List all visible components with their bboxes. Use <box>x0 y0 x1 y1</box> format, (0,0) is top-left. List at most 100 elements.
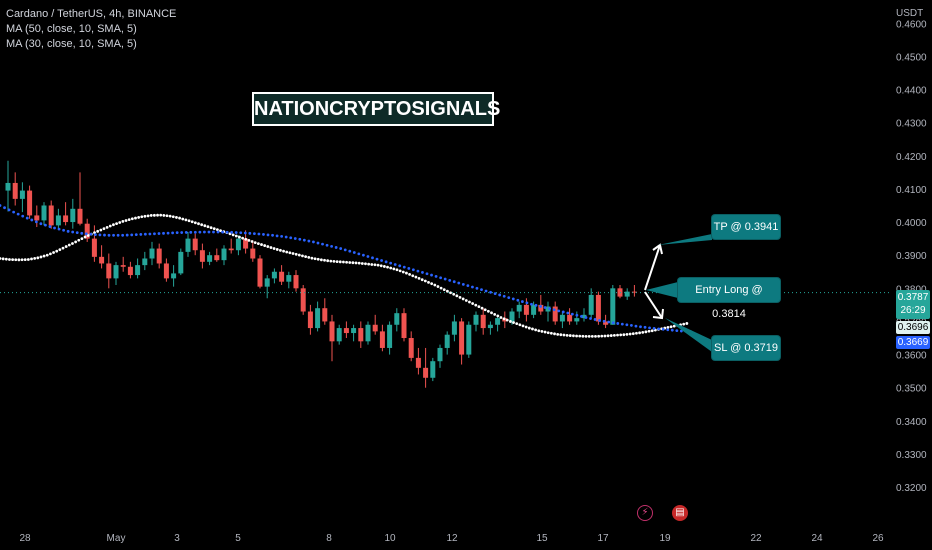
ma-point <box>156 213 159 217</box>
ma-point <box>334 246 338 249</box>
ma-point <box>512 321 515 324</box>
ma-point <box>548 307 552 311</box>
candle-body <box>77 208 83 224</box>
candle-body <box>358 328 364 342</box>
ma-point <box>357 252 361 256</box>
ma-point <box>685 322 689 325</box>
ma-point <box>247 238 251 242</box>
ma-point <box>266 233 270 237</box>
ma-point <box>288 251 292 255</box>
ma-point <box>679 329 683 333</box>
ma-point <box>221 230 224 234</box>
ma-point <box>398 264 402 268</box>
x-tick-label: 28 <box>19 533 31 544</box>
ma-point <box>282 249 285 253</box>
sl-callout-pointer <box>665 318 712 352</box>
entry-callout[interactable]: Entry Long @ 0.3814 <box>678 278 780 320</box>
ma-point <box>8 258 11 261</box>
ma-point <box>393 263 397 266</box>
ma-point <box>272 247 276 250</box>
ma-point <box>216 230 220 234</box>
ma-point <box>52 251 55 254</box>
ma-white-price-tag: 0.3696 <box>896 321 930 334</box>
ma-point <box>570 312 574 316</box>
ma-point <box>375 257 379 261</box>
ma-point <box>234 234 238 238</box>
ma-point <box>342 260 345 264</box>
candle-body <box>171 273 177 279</box>
ma-point <box>430 273 433 277</box>
ma30-legend[interactable]: MA (30, close, 10, SMA, 5) <box>6 38 137 50</box>
x-tick-label: 12 <box>446 533 458 544</box>
us-flag-icon[interactable]: ▤ <box>672 505 688 521</box>
ma-point <box>616 333 619 337</box>
ma-point <box>17 258 21 262</box>
ma-point <box>584 334 588 338</box>
ma50-legend[interactable]: MA (50, close, 10, SMA, 5) <box>6 23 137 35</box>
y-tick-label: 0.3900 <box>896 251 927 262</box>
ma-point <box>493 312 497 316</box>
ma-point <box>620 322 624 326</box>
ma-point <box>348 261 352 264</box>
tp-callout[interactable]: TP @ 0.3941 <box>712 215 780 239</box>
ma-point <box>643 325 647 329</box>
ma-point <box>121 233 125 237</box>
candle-body <box>250 248 256 259</box>
ma-point <box>670 328 674 332</box>
ma-point <box>207 230 211 234</box>
candle-body <box>509 311 515 322</box>
ma-point <box>402 265 406 269</box>
ma-point <box>212 230 215 234</box>
ma-point <box>325 243 329 247</box>
lightning-icon[interactable]: ⚡ <box>637 505 653 521</box>
ma-point <box>112 223 115 227</box>
candle-body <box>55 215 61 226</box>
ma-point <box>480 306 484 310</box>
ma-point <box>379 264 383 268</box>
ma-point <box>549 331 553 335</box>
ma-point <box>248 231 252 235</box>
ma-point <box>370 263 374 266</box>
ma-point <box>289 236 293 240</box>
candle-body <box>106 263 112 279</box>
ma-point <box>96 229 100 233</box>
ma-point <box>666 326 670 329</box>
candle-body <box>300 288 306 312</box>
sl-callout[interactable]: SL @ 0.3719 <box>712 336 780 360</box>
ma-point <box>307 255 311 259</box>
x-tick-label: 17 <box>597 533 609 544</box>
ma-point <box>669 325 673 329</box>
ma-point <box>166 231 170 235</box>
candle-body <box>91 238 97 257</box>
y-tick-label: 0.4000 <box>896 218 927 229</box>
candle-body <box>336 328 342 342</box>
ma-point <box>49 252 52 256</box>
candle-body <box>516 304 522 312</box>
ma-point <box>180 231 184 234</box>
ma-point <box>200 223 204 227</box>
candle-body <box>307 311 313 329</box>
candle-body <box>531 304 537 315</box>
ma-point <box>546 331 550 335</box>
symbol-title[interactable]: Cardano / TetherUS, 4h, BINANCE <box>6 8 177 20</box>
sl-arrow <box>644 291 663 319</box>
candle-body <box>84 223 90 239</box>
candle-body <box>343 328 349 334</box>
ma-point <box>302 238 306 242</box>
ma-point <box>566 311 570 315</box>
ma-point <box>244 237 248 241</box>
ma-point <box>475 286 479 290</box>
ma-point <box>644 330 648 334</box>
ma-point <box>121 219 125 223</box>
ma-point <box>263 244 267 247</box>
ma-point <box>572 334 575 338</box>
ma-point <box>505 318 509 322</box>
y-tick-label: 0.3300 <box>896 450 927 461</box>
ma-point <box>231 233 235 237</box>
ma-point <box>405 271 408 275</box>
ma-point <box>373 263 377 267</box>
last-price-tag: 0.3787 26:29 <box>896 290 930 319</box>
ma-point <box>102 227 106 231</box>
